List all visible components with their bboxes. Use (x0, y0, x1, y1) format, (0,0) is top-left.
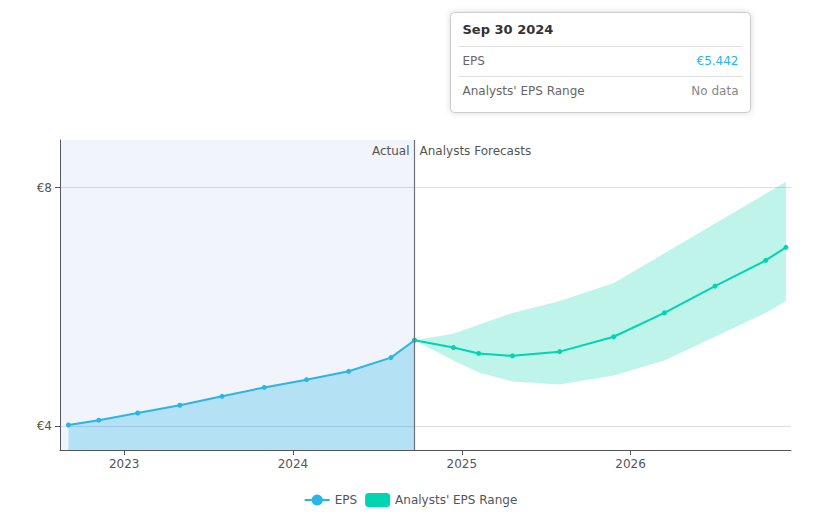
svg-text:Analysts' EPS Range: Analysts' EPS Range (463, 84, 585, 98)
svg-text:€4: €4 (37, 419, 52, 433)
svg-text:EPS: EPS (463, 54, 485, 68)
svg-text:Analysts' EPS Range: Analysts' EPS Range (395, 493, 517, 507)
svg-text:€5.442: €5.442 (697, 54, 739, 68)
svg-text:EPS: EPS (335, 493, 357, 507)
svg-text:2025: 2025 (447, 457, 478, 471)
svg-text:Analysts Forecasts: Analysts Forecasts (420, 144, 532, 158)
svg-text:Sep 30 2024: Sep 30 2024 (463, 22, 554, 37)
svg-text:€8: €8 (37, 181, 52, 195)
svg-text:2026: 2026 (615, 457, 646, 471)
svg-text:Actual: Actual (372, 144, 410, 158)
svg-text:No data: No data (691, 84, 738, 98)
svg-text:2024: 2024 (278, 457, 309, 471)
svg-text:2023: 2023 (109, 457, 140, 471)
